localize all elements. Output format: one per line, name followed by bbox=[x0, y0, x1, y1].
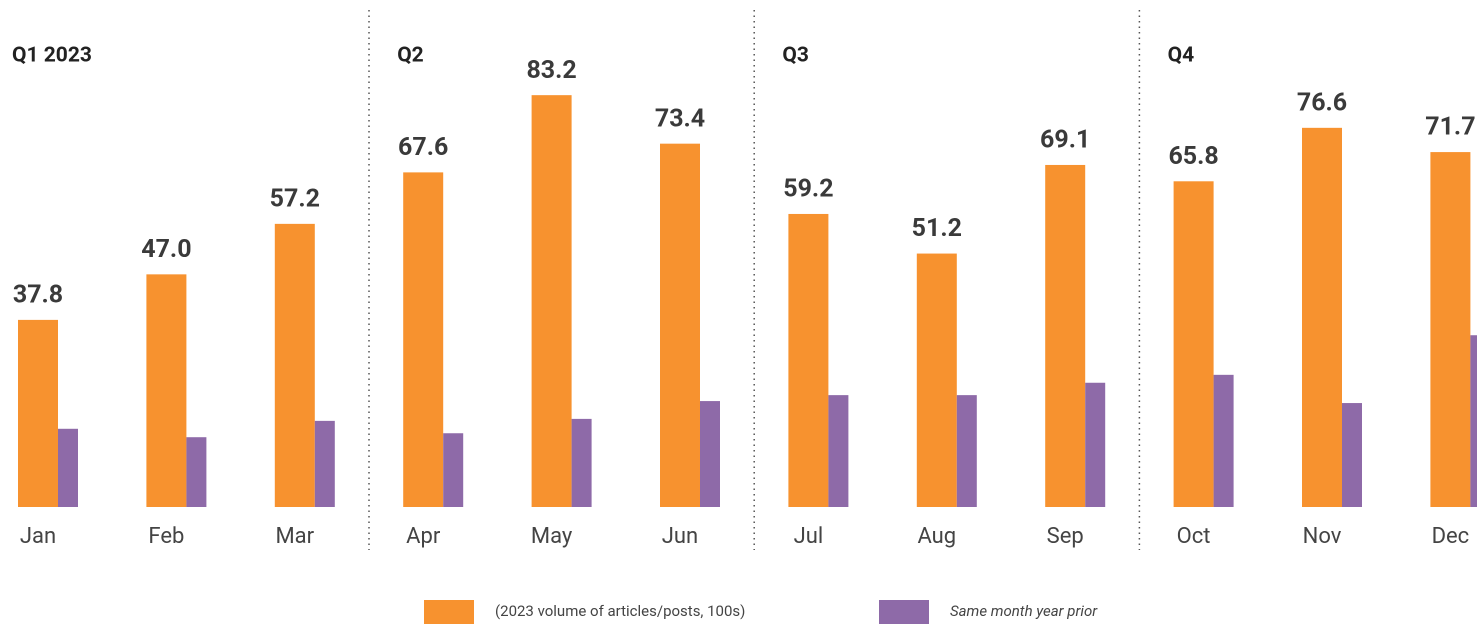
bar bbox=[571, 418, 592, 507]
value-label: 37.8 bbox=[13, 280, 63, 309]
x-tick-label: May bbox=[531, 524, 573, 549]
x-tick-label: Jul bbox=[794, 524, 824, 549]
bar bbox=[1302, 127, 1342, 507]
legend-swatch bbox=[879, 600, 929, 624]
bar bbox=[1470, 335, 1477, 507]
bar bbox=[916, 253, 957, 507]
quarter-label: Q2 bbox=[397, 44, 424, 68]
x-tick-label: Sep bbox=[1047, 524, 1084, 549]
x-tick-label: Aug bbox=[917, 524, 956, 549]
legend-swatch bbox=[424, 600, 474, 624]
bar bbox=[274, 223, 315, 508]
bar bbox=[1342, 403, 1362, 507]
quarter-label: Q4 bbox=[1168, 44, 1195, 68]
x-tick-label: Jan bbox=[20, 524, 56, 549]
value-label: 47.0 bbox=[141, 235, 191, 264]
value-label: 69.1 bbox=[1040, 126, 1090, 155]
value-label: 71.7 bbox=[1425, 113, 1475, 142]
value-label: 59.2 bbox=[783, 175, 833, 204]
bar bbox=[828, 395, 849, 507]
bar bbox=[956, 395, 977, 507]
quarter-label: Q3 bbox=[782, 44, 809, 68]
x-tick-label: Oct bbox=[1177, 524, 1211, 549]
bar bbox=[1430, 152, 1471, 507]
x-tick-label: Apr bbox=[406, 524, 441, 549]
bar bbox=[314, 420, 335, 507]
quarter-label: Q1 2023 bbox=[12, 44, 92, 68]
value-label: 76.6 bbox=[1297, 88, 1347, 117]
value-label: 51.2 bbox=[912, 214, 962, 243]
bar bbox=[18, 319, 58, 507]
legend-label: (2023 volume of articles/posts, 100s) bbox=[495, 602, 745, 620]
value-label: 65.8 bbox=[1168, 142, 1218, 171]
value-label: 73.4 bbox=[655, 104, 705, 133]
bar bbox=[1213, 374, 1234, 507]
x-tick-label: Jun bbox=[662, 524, 698, 549]
bar bbox=[788, 213, 829, 507]
value-label: 83.2 bbox=[526, 56, 576, 85]
x-tick-label: Dec bbox=[1432, 524, 1470, 549]
bar bbox=[1085, 382, 1106, 507]
legend-label: Same month year prior bbox=[950, 602, 1098, 620]
x-tick-label: Nov bbox=[1303, 524, 1342, 549]
bar bbox=[186, 437, 207, 507]
bar bbox=[660, 143, 700, 508]
x-tick-label: Feb bbox=[148, 524, 184, 549]
bar bbox=[403, 172, 444, 507]
value-label: 57.2 bbox=[270, 184, 320, 213]
bar bbox=[58, 428, 78, 507]
bar bbox=[146, 274, 187, 507]
x-tick-label: Mar bbox=[275, 524, 314, 549]
bar bbox=[443, 433, 464, 507]
bar bbox=[531, 95, 572, 507]
bar bbox=[700, 401, 720, 507]
value-label: 67.6 bbox=[398, 133, 448, 162]
bar bbox=[1045, 164, 1086, 507]
bar bbox=[1173, 181, 1214, 508]
